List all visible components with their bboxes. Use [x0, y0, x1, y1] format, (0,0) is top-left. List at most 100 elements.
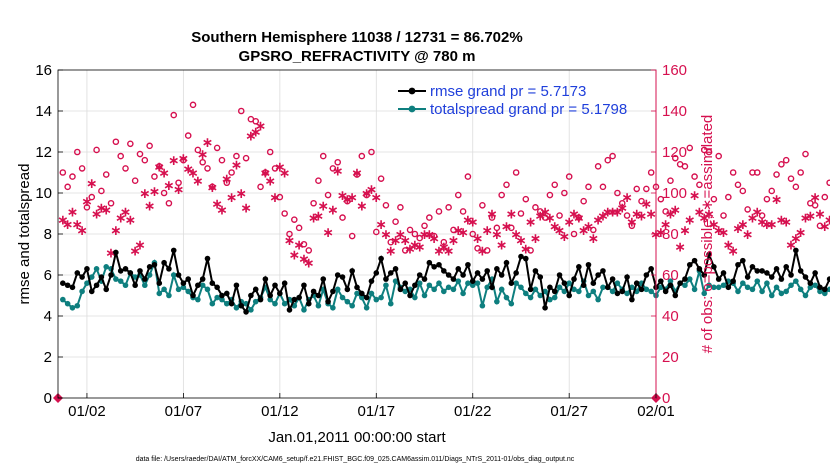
right-axis: 0 20 40 60 80 100 120 140 160 — [651, 62, 687, 407]
obs-possible-point — [324, 191, 332, 199]
obs-possible-point — [112, 138, 120, 146]
obs-possible-point — [83, 204, 91, 211]
rmse-point — [416, 272, 423, 278]
obs-possible-point — [237, 107, 245, 115]
totalspread-point — [469, 282, 476, 289]
rmse-point — [354, 284, 360, 291]
totalspread-point — [156, 290, 163, 297]
rmse-point — [571, 276, 577, 282]
obs-assimilated-point: ∗ — [785, 237, 797, 253]
right-tick-label: 40 — [662, 308, 679, 325]
obs-possible-point — [459, 208, 467, 215]
obs-possible-point — [160, 189, 168, 197]
rmse-point — [238, 302, 245, 309]
rmse-point — [802, 274, 809, 280]
obs-assimilated-point: ∗ — [722, 237, 734, 253]
obs-assimilated-point: ∗ — [756, 215, 768, 231]
obs-possible-point — [319, 152, 327, 160]
obs-possible-point — [609, 152, 616, 160]
totalspread-point — [185, 288, 192, 295]
obs-possible-point — [286, 230, 293, 238]
obs-assimilated-point: ∗ — [520, 241, 532, 257]
obs-possible-point — [382, 201, 390, 209]
obs-possible-point — [78, 165, 86, 172]
obs-possible-point — [310, 199, 317, 207]
totalspread-point — [802, 292, 809, 299]
rmse-point — [330, 288, 336, 295]
obs-possible-point — [696, 181, 703, 189]
obs-possible-point — [585, 183, 592, 191]
totalspread-point — [711, 284, 717, 291]
x-tick-label: 01/07 — [165, 403, 203, 420]
rmse-point — [320, 276, 327, 282]
obs-possible-point — [165, 199, 173, 207]
rmse-point — [672, 292, 679, 299]
totalspread-point — [759, 288, 765, 295]
rmse-point — [740, 257, 746, 264]
totalspread-point — [412, 294, 418, 301]
rmse-point — [455, 266, 462, 272]
rmse-point — [378, 255, 384, 262]
totalspread-point — [223, 300, 230, 307]
obs-possible-point — [348, 232, 356, 240]
obs-possible-point — [546, 191, 554, 199]
obs-assimilated-point: ∗ — [245, 129, 257, 145]
obs-assimilated-point: ∗ — [428, 231, 440, 247]
obs-assimilated-point: ∗ — [317, 198, 329, 214]
obs-possible-point — [141, 156, 149, 164]
totalspread-point — [648, 288, 654, 295]
totalspread-point — [383, 282, 389, 289]
obs-assimilated-point: ∗ — [689, 188, 701, 204]
obs-possible-point — [387, 238, 395, 246]
rmse-point — [711, 264, 717, 270]
rmse-point — [60, 280, 66, 287]
obs-possible-point — [233, 152, 240, 160]
obs-possible-point — [734, 181, 742, 189]
obs-assimilated-point: ∗ — [240, 200, 252, 216]
obs-possible-point — [763, 195, 771, 203]
obs-assimilated-point: ∗ — [814, 207, 826, 223]
rmse-point — [561, 280, 568, 287]
rmse-point — [619, 288, 626, 295]
rmse-point — [334, 272, 341, 278]
rmse-point — [720, 270, 727, 276]
obs-assimilated-point: ∗ — [279, 166, 291, 182]
rmse-point — [696, 266, 703, 272]
obs-assimilated-point: ∗ — [370, 190, 382, 206]
obs-possible-point — [821, 193, 829, 201]
x-tick-label: 01/17 — [358, 403, 396, 420]
rmse-point — [156, 280, 163, 287]
obs-assimilated-point: ∗ — [250, 125, 262, 141]
rmse-point — [117, 268, 124, 274]
rmse-point — [151, 261, 158, 268]
obs-assimilated-point: ∗ — [332, 163, 344, 179]
x-tick-label: 02/01 — [637, 403, 675, 420]
obs-assimilated-point: ∗ — [313, 209, 325, 225]
obs-assimilated-point: ∗ — [105, 245, 117, 261]
totalspread-point — [513, 280, 519, 287]
totalspread-point — [826, 286, 830, 293]
obs-possible-point — [623, 212, 631, 219]
obs-possible-point — [474, 245, 481, 252]
rmse-point — [359, 290, 365, 297]
obs-assimilated-point: ∗ — [235, 186, 247, 202]
obs-assimilated-point: ∗ — [153, 159, 165, 175]
rmse-point — [648, 266, 654, 272]
chart-title-line2: GPSRO_REFRACTIVITY @ 780 m — [239, 48, 476, 65]
obs-possible-point — [262, 169, 269, 176]
obs-assimilated-point: ∗ — [780, 215, 792, 231]
obs-possible-point — [69, 173, 76, 180]
rmse-point — [677, 280, 683, 287]
rmse-point — [204, 255, 211, 262]
rmse-point — [69, 284, 76, 291]
rmse-point — [537, 274, 544, 280]
totalspread-point — [88, 274, 95, 280]
obs-assimilated-point: ∗ — [703, 207, 715, 223]
totalspread-point — [474, 280, 481, 287]
totalspread-point — [590, 288, 597, 295]
obs-assimilated-point: ∗ — [192, 174, 204, 190]
obs-assimilated-point: ∗ — [578, 223, 590, 239]
obs-possible-point — [88, 193, 96, 201]
obs-assimilated-point: ∗ — [747, 211, 759, 227]
